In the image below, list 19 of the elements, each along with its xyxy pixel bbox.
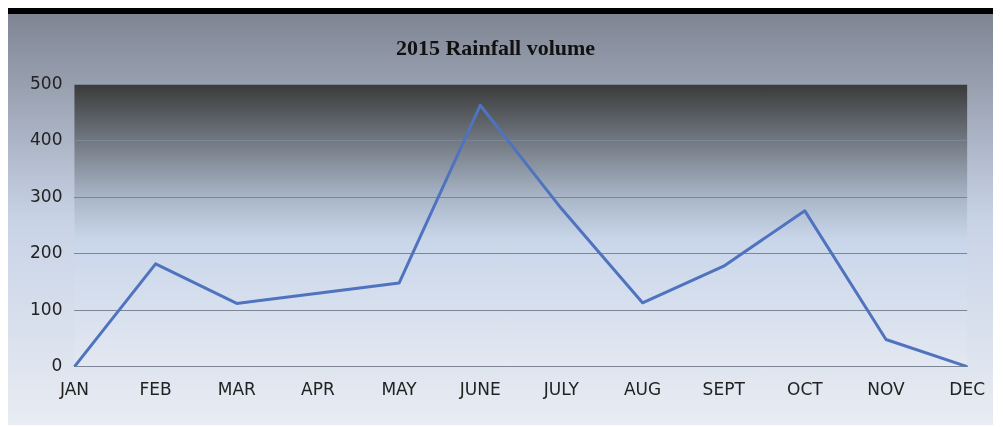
y-tick-label: 100	[29, 298, 63, 319]
x-tick-label: FEB	[139, 379, 172, 400]
x-tick-label: MAR	[217, 379, 256, 400]
x-tick-label: MAY	[381, 379, 418, 400]
chart-title: 2015 Rainfall volume	[395, 34, 596, 60]
y-tick-label: 400	[29, 129, 63, 150]
x-tick-label: JAN	[58, 379, 89, 400]
x-tick-label: APR	[301, 379, 335, 400]
y-tick-label: 200	[29, 242, 63, 263]
x-tick-label: OCT	[787, 379, 824, 400]
x-tick-label: AUG	[623, 379, 662, 400]
x-tick-label: JUNE	[458, 379, 501, 400]
x-tick-label: JULY	[542, 379, 580, 400]
x-tick-label: NOV	[867, 379, 906, 400]
y-tick-label: 500	[29, 72, 63, 93]
x-tick-label: DEC	[949, 379, 985, 400]
x-tick-label: SEPT	[702, 379, 746, 400]
y-tick-label: 300	[29, 185, 63, 206]
y-tick-label: 0	[51, 355, 63, 376]
